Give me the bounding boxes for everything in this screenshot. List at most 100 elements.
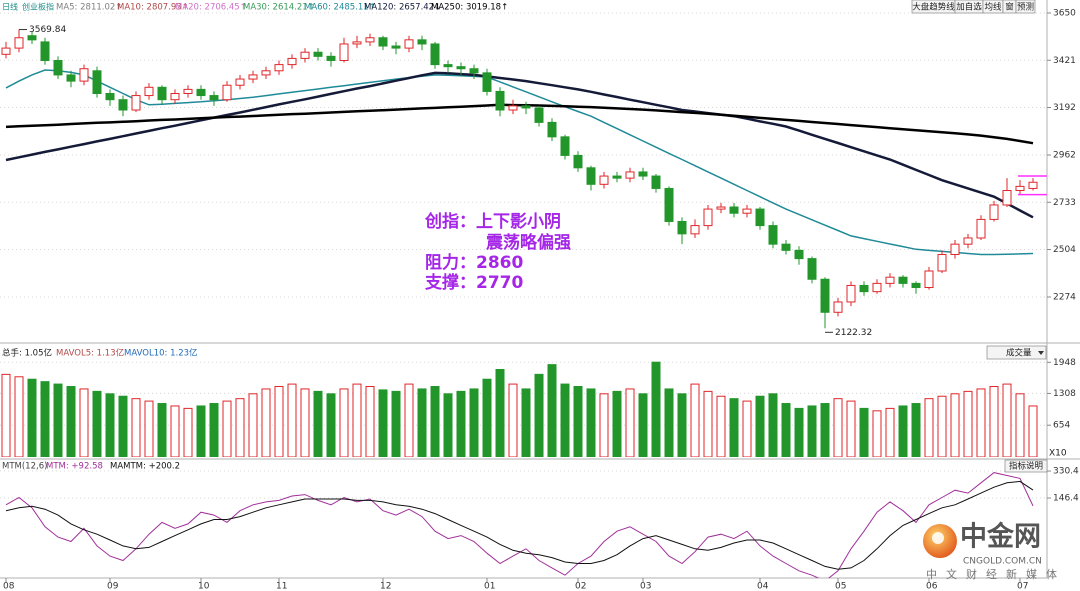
candle-body (274, 64, 284, 72)
button-label[interactable]: 指标说明 (1009, 461, 1043, 472)
button-label[interactable]: 窗 (1005, 2, 1014, 13)
watermark-brand: 中金网 (960, 521, 1041, 553)
button-label[interactable]: 均线 (984, 2, 1002, 13)
candle-body (950, 243, 960, 255)
ma-legend: MA250: 3019.18↑ (431, 3, 508, 13)
y-tick-label: 1308 (1053, 389, 1076, 399)
volume-bar (924, 398, 934, 457)
candle-body (53, 59, 63, 76)
indicator-line (5, 472, 1034, 578)
x-tick-label: 05 (835, 582, 846, 591)
candle-body (417, 39, 427, 45)
candle-body (209, 95, 219, 101)
volume-bar (937, 395, 947, 457)
volume-bar (378, 389, 388, 457)
volume-bar (560, 383, 570, 457)
volume-bar (989, 386, 999, 457)
dropdown[interactable] (986, 345, 1047, 360)
volume-bar (222, 400, 232, 457)
ma-line (5, 69, 1034, 256)
volume-bar (534, 373, 544, 457)
x-tick-label: 01 (484, 582, 495, 591)
volume-bar (820, 403, 830, 457)
volume-bar (248, 393, 258, 457)
volume-bar (586, 388, 596, 457)
level-text: 支撑：2770 (425, 272, 523, 293)
volume-bar (287, 383, 297, 457)
candle-body (521, 105, 531, 109)
button-label[interactable]: 大盘趋势线 (912, 2, 955, 13)
volume-bar (1015, 393, 1025, 457)
candle-body (1, 47, 11, 55)
volume-bar (79, 388, 89, 457)
volume-bar (807, 405, 817, 457)
y-tick-label: 146.4 (1053, 494, 1079, 504)
volume-bar (196, 405, 206, 457)
volume-bar (976, 388, 986, 457)
dropdown-label[interactable]: 成交量 (1006, 348, 1032, 359)
x-tick-label: 09 (107, 582, 119, 591)
candle-body (105, 92, 115, 101)
candle-body (534, 107, 544, 123)
volume-bar (833, 398, 843, 457)
volume-bar (118, 395, 128, 457)
period-label: 日线 (2, 2, 18, 12)
candle-body (482, 72, 492, 92)
volume-bar (508, 383, 518, 457)
volume-bar (625, 388, 635, 457)
volume-bar (742, 400, 752, 457)
volume-bar (690, 383, 700, 457)
volume-bar (651, 361, 661, 457)
candle-body (794, 249, 804, 260)
candle-body (27, 35, 37, 41)
volume-legend: MAVOL5: 1.13亿 (56, 348, 124, 359)
x-tick-label: 07 (1017, 582, 1028, 591)
level-text: 阻力：2860 (425, 252, 523, 273)
dropdown-arrow[interactable] (1038, 351, 1044, 355)
button[interactable] (1004, 459, 1048, 473)
indicator-legend: MTM: +92.58 (46, 462, 103, 472)
unit-label: X10 (1049, 449, 1067, 459)
candle-body (378, 37, 388, 47)
y-tick-label: 3650 (1053, 9, 1076, 19)
candle-body (924, 270, 934, 289)
watermark: 中金网 CNGOLD.COM.CN 中文财经新媒体 (923, 521, 1057, 581)
candle-body (963, 237, 973, 245)
candle-body (14, 37, 24, 49)
candle-body (1028, 181, 1038, 189)
candle-body (612, 175, 622, 179)
candle-body (833, 301, 843, 313)
candle-body (443, 64, 453, 68)
candle-body (40, 41, 50, 61)
volume-legend: 总手: 1.05亿 (2, 348, 52, 359)
candle-body (287, 57, 297, 66)
volume-bar (183, 407, 193, 457)
ma-line (5, 71, 1034, 219)
candle-body (664, 187, 674, 222)
commentary: 创指：上下影小阴 (424, 211, 561, 232)
candle-body (625, 171, 635, 179)
volume-bar (131, 398, 141, 457)
ma-legend: MA60: 2485.11↑ (304, 3, 376, 13)
candle-body (573, 154, 583, 169)
candle-body (261, 70, 271, 76)
button-label[interactable]: 加自选 (956, 2, 982, 13)
volume-bar (885, 407, 895, 457)
frame (0, 0, 1080, 579)
candle-body (326, 55, 336, 61)
candle-body (937, 253, 947, 272)
candle-body (872, 282, 882, 293)
volume-bar (547, 364, 557, 457)
volume-bar (157, 403, 167, 457)
button[interactable] (1015, 0, 1036, 14)
volume-bar (716, 395, 726, 457)
candle-body (170, 92, 180, 101)
candle-body (898, 276, 908, 284)
candle-body (118, 99, 128, 111)
button-label[interactable]: 预测 (1017, 2, 1034, 13)
y-tick-label: 3421 (1053, 56, 1076, 66)
candle-body (404, 39, 414, 49)
volume-bar (144, 400, 154, 457)
ma-legend: MA10: 2807.93↑ (117, 3, 189, 13)
